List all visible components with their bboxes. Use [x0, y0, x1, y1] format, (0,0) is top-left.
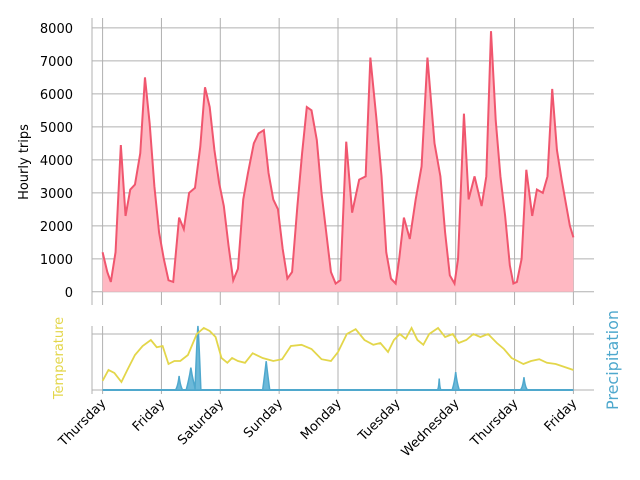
x-tick-label-7: Thursday: [467, 396, 521, 450]
temperature-label: Temperature: [52, 317, 67, 400]
x-tick-label-8: Friday: [542, 396, 581, 435]
top-ytick-label-5: 5000: [40, 121, 73, 136]
bottom-area: [101, 325, 574, 391]
x-tick-label-3: Sunday: [241, 396, 286, 441]
top-ytick-label-8: 8000: [40, 22, 73, 37]
x-tick-label-1: Friday: [130, 396, 169, 435]
top-ytick-label-3: 3000: [40, 187, 73, 202]
x-tick-label-2: Saturday: [175, 396, 227, 448]
precipitation-peak-1: [185, 367, 197, 391]
precipitation-peak-0: [174, 375, 184, 391]
precipitation-peak-3: [261, 361, 271, 391]
precipitation-peak-4: [435, 378, 443, 391]
trips-line: [101, 31, 575, 287]
top-yticks: 0 1000 2000 3000 4000 5000 6000 7000 8000: [40, 22, 73, 301]
top-ytick-label-1: 1000: [40, 253, 73, 268]
trips-area: [102, 31, 574, 292]
precipitation-peak-5: [451, 372, 461, 391]
top-ytick-label-4: 4000: [40, 154, 73, 169]
x-tick-label-4: Monday: [298, 396, 345, 443]
precipitation-label: Precipitation: [603, 310, 622, 410]
x-tick-label-5: Tuesday: [355, 396, 404, 445]
x-tick-label-0: Thursday: [55, 396, 109, 450]
temperature-line: [101, 326, 574, 384]
precipitation-peak-2: [194, 325, 202, 391]
top-ytick-label-7: 7000: [40, 55, 73, 70]
x-tick-label-6: Wednesday: [399, 396, 463, 460]
top-area: [101, 31, 575, 292]
top-ylabel: Hourly trips: [17, 124, 32, 200]
x-tick-labels: Thursday Friday Saturday Sunday Monday Tuesda…: [55, 396, 580, 460]
top-ytick-label-2: 2000: [40, 220, 73, 235]
top-ytick-label-6: 6000: [40, 88, 73, 103]
precipitation-peak-6: [518, 377, 530, 391]
top-ytick-label-0: 0: [65, 286, 73, 301]
